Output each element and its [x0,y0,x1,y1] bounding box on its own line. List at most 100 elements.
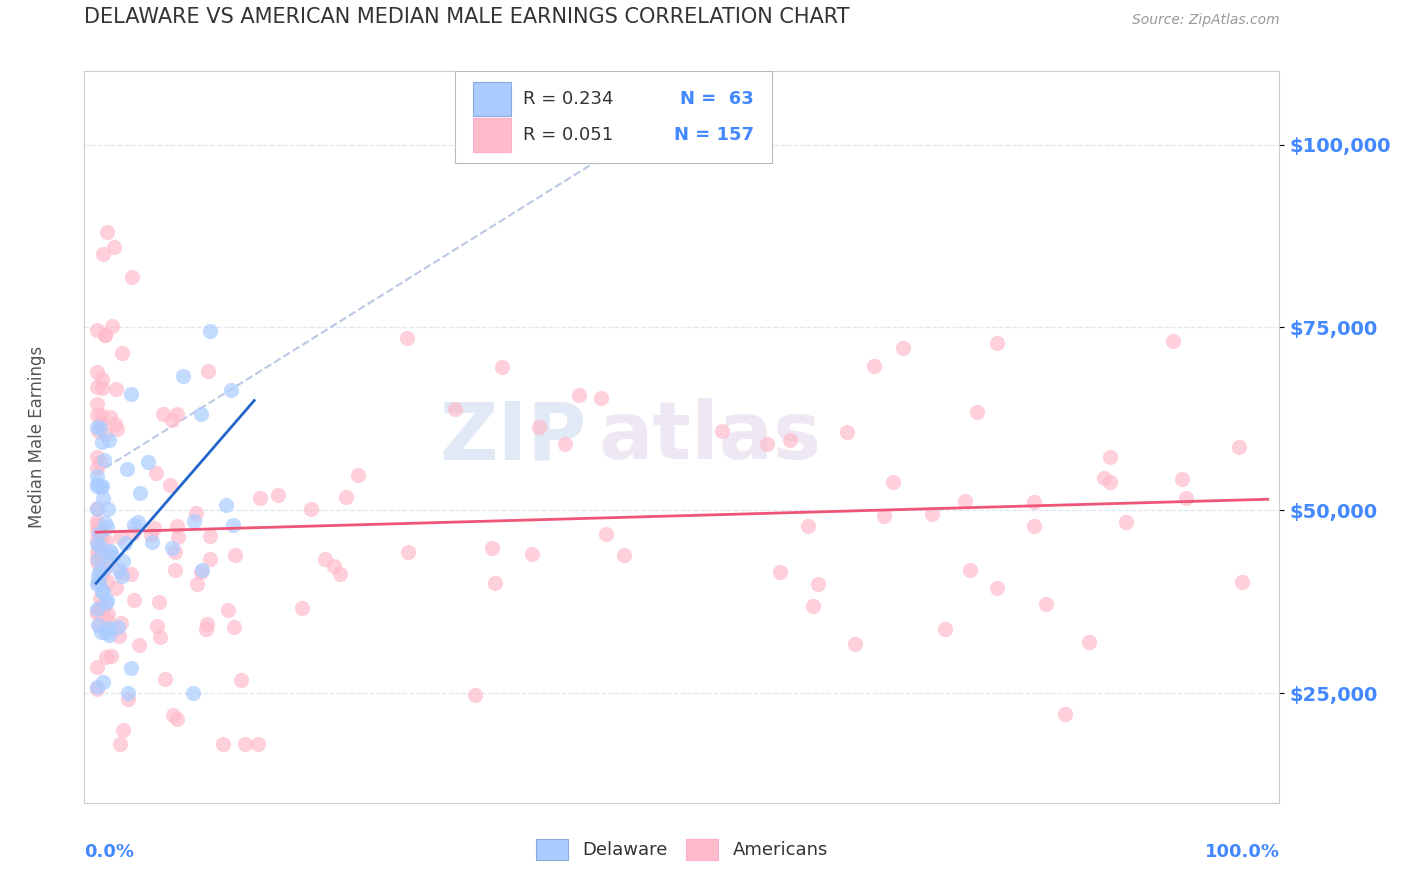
Point [484,575,506,590]
Point [86,397,108,411]
Point [395,331,418,345]
Point [115,462,138,476]
Point [86,365,108,379]
Point [166,407,188,421]
Point [86,601,108,615]
Point [89,421,111,435]
Point [96,225,118,239]
Point [94,516,117,531]
Point [1098,475,1121,490]
Point [96,649,118,664]
Point [1077,634,1099,648]
Point [100,543,122,558]
Point [86,604,108,618]
Point [122,526,145,541]
Point [96,574,118,588]
Point [589,391,612,405]
Point [100,648,122,663]
Point [104,417,127,431]
Text: 0.0%: 0.0% [84,843,135,861]
Point [111,568,134,582]
Point [86,660,108,674]
Point [93,452,115,467]
Point [190,407,212,421]
Point [107,619,129,633]
Point [148,630,170,644]
Point [105,422,128,436]
Point [986,335,1008,350]
Point [87,525,110,540]
Point [96,520,118,534]
Point [1230,575,1253,590]
Point [141,528,163,542]
Point [86,479,108,493]
Point [110,530,132,544]
Point [98,409,121,424]
Point [444,402,467,417]
Point [159,477,181,491]
Point [111,346,134,360]
Point [87,556,110,570]
Point [145,466,167,480]
Point [103,240,125,254]
Point [120,661,142,675]
Point [117,692,139,706]
Point [94,426,117,441]
Point [86,680,108,694]
Point [86,460,108,475]
Point [91,247,114,261]
Point [89,455,111,469]
Point [90,479,112,493]
Point [1161,334,1184,349]
Point [86,546,108,560]
Point [314,552,336,566]
Text: ZIP: ZIP [439,398,586,476]
Point [554,437,576,451]
Point [86,468,108,483]
Point [267,488,290,502]
Point [142,521,165,535]
Point [219,383,242,397]
Point [94,561,117,575]
Point [111,723,134,737]
Point [335,490,357,504]
Point [197,364,219,378]
Point [152,407,174,421]
Point [198,551,221,566]
Point [323,558,346,573]
Point [807,577,830,591]
Point [86,524,108,538]
Point [215,498,238,512]
Point [520,547,543,561]
Point [86,682,108,697]
Point [90,531,112,545]
Point [181,686,204,700]
Text: R = 0.234: R = 0.234 [523,90,613,108]
Point [90,624,112,639]
Point [90,417,112,431]
Point [396,545,419,559]
Point [87,574,110,589]
Text: DELAWARE VS AMERICAN MEDIAN MALE EARNINGS CORRELATION CHART: DELAWARE VS AMERICAN MEDIAN MALE EARNING… [84,7,849,28]
Point [122,592,145,607]
Point [86,514,108,528]
Point [97,557,120,571]
Point [87,552,110,566]
Point [108,564,131,578]
Point [86,501,108,516]
Point [167,529,190,543]
Point [162,413,184,427]
Point [291,600,314,615]
Legend: Delaware, Americans: Delaware, Americans [529,831,835,867]
Point [86,323,108,337]
Text: Source: ZipAtlas.com: Source: ZipAtlas.com [1132,13,1279,28]
Point [166,518,188,533]
FancyBboxPatch shape [472,118,510,152]
Point [224,620,246,634]
Point [86,553,108,567]
Point [136,455,159,469]
Point [96,625,118,640]
Point [481,541,503,556]
Point [87,544,110,558]
Point [233,737,256,751]
